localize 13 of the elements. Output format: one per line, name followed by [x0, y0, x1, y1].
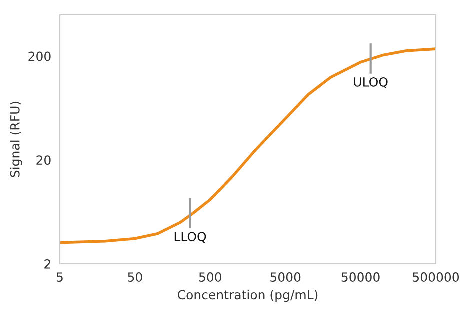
y-tick-label: 2: [44, 259, 50, 269]
x-axis-title: Concentration (pg/mL): [178, 290, 318, 302]
x-tick-label: 5000: [270, 272, 301, 282]
x-tick-label: 500: [199, 272, 222, 282]
y-tick-label: 20: [36, 156, 51, 166]
x-tick-label: 5: [56, 272, 63, 282]
y-axis-title: Signal (RFU): [10, 102, 22, 178]
x-tick-label: 50000: [342, 272, 380, 282]
x-tick-label: 500000: [413, 272, 460, 282]
x-tick-label: 50: [128, 272, 142, 282]
annotation: ULOQ: [354, 77, 388, 88]
annotation: LLOQ: [174, 232, 206, 243]
y-tick-label: 200: [28, 52, 51, 62]
